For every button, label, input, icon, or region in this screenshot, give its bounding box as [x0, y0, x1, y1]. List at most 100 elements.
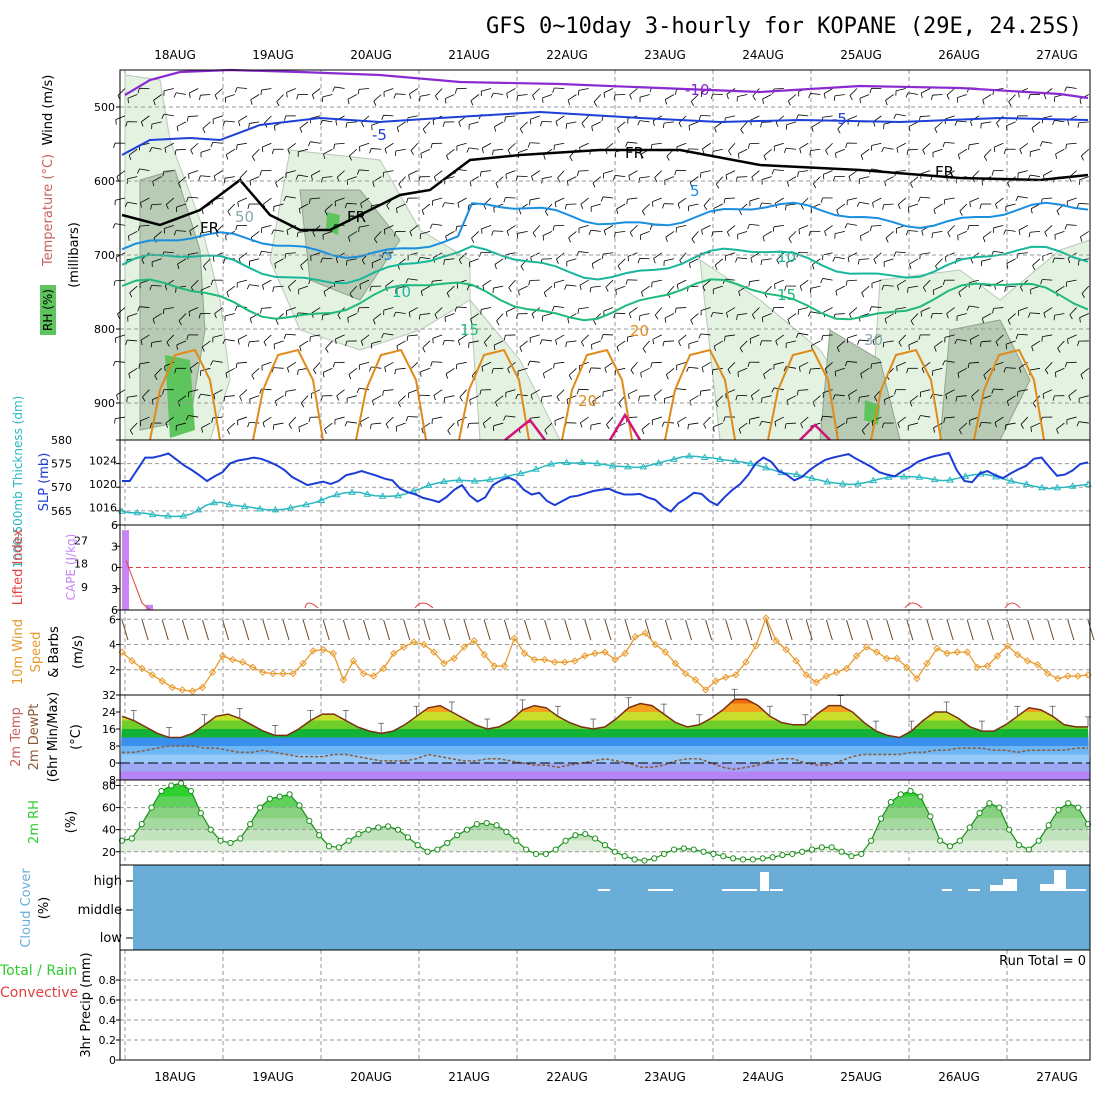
wind-barb-feather	[309, 417, 310, 422]
wind-barb	[921, 89, 930, 94]
wind-barb	[690, 396, 699, 401]
wind-barb-feather	[992, 171, 993, 176]
wind-barb-feather	[506, 312, 507, 317]
wind-barb	[1067, 225, 1077, 226]
wind-barb	[518, 231, 528, 233]
temp-maxmin-bar	[378, 723, 384, 733]
wind-barb	[189, 89, 198, 94]
date-label-bottom: 20AUG	[350, 1070, 392, 1084]
wind-barb-feather	[565, 204, 566, 209]
wind-barb-feather	[971, 121, 972, 126]
wind-barb	[383, 115, 393, 116]
wind-barb-feather	[826, 150, 828, 154]
wind-barb	[520, 122, 527, 129]
wind-barb	[458, 198, 467, 203]
wind-barb	[605, 362, 613, 368]
wind-barb	[250, 177, 259, 181]
wind-barb-feather	[753, 96, 756, 100]
wind-barb-feather	[691, 320, 693, 325]
wind-barb-feather	[495, 264, 497, 269]
wind-barb-feather	[751, 258, 752, 263]
rh2m-marker	[731, 856, 736, 861]
cloud-high-bar	[770, 889, 783, 891]
wind-barb-feather	[497, 321, 500, 325]
wind-barb-feather	[117, 177, 119, 182]
wind-barb	[689, 204, 699, 206]
wind-barb-feather	[676, 90, 677, 95]
wind-barb-feather	[714, 427, 715, 432]
wind-barb	[117, 390, 125, 395]
wind-barb	[580, 280, 589, 285]
contour-label: -5	[372, 126, 387, 144]
wind-barb	[957, 121, 967, 122]
wind-barb-feather	[447, 155, 449, 160]
li-tick-label: 3	[111, 540, 118, 553]
temp-band	[120, 772, 1090, 781]
cloud-high-bar	[722, 889, 757, 891]
wind-barb	[237, 362, 247, 363]
wind-barb-feather	[1065, 225, 1067, 230]
wind10m-barb	[243, 620, 249, 640]
wind-barb-feather	[784, 148, 786, 153]
wind-barb-feather	[590, 287, 591, 292]
temp-tick-label: 24	[102, 706, 116, 719]
date-label-top: 18AUG	[154, 48, 196, 62]
wind-barb-feather	[808, 312, 810, 317]
wind-barb-feather	[996, 123, 999, 127]
wind-barb-feather	[958, 235, 959, 240]
wind-barb	[420, 395, 430, 396]
wind-barb	[337, 390, 345, 396]
wind-barb-feather	[763, 99, 764, 104]
temp-tick-label: 8	[109, 740, 116, 753]
wind-barb-feather	[970, 202, 971, 207]
wind-barb-feather	[1081, 156, 1083, 160]
rh2m-marker	[1016, 843, 1021, 848]
rh2m-marker	[869, 838, 874, 843]
wind10m-barb	[686, 620, 692, 640]
wind-barb-feather	[750, 339, 751, 344]
wind-barb	[433, 335, 442, 338]
wind-barb-feather	[226, 155, 227, 160]
wind-barb-feather	[906, 93, 908, 98]
wind-barb-feather	[894, 252, 896, 257]
date-label-bottom: 21AUG	[448, 1070, 490, 1084]
wind-barb	[201, 149, 211, 152]
rh2m-marker	[918, 794, 923, 799]
wind-barb	[678, 417, 687, 422]
wind-barb-feather	[277, 102, 280, 106]
wind-barb-feather	[520, 129, 522, 133]
rh2m-marker	[455, 833, 460, 838]
wind-barb-feather	[679, 123, 681, 127]
rh-axis-label: RH (%)	[41, 289, 55, 331]
wind-barb-feather	[594, 320, 596, 324]
wind10m-barb	[585, 620, 591, 640]
wind-barb-feather	[833, 257, 835, 262]
wind-barb	[276, 177, 284, 183]
wind-barb-feather	[589, 368, 591, 373]
wind-barb-feather	[689, 263, 690, 268]
rh2m-marker	[474, 822, 479, 827]
wind-barb-feather	[870, 88, 871, 93]
wind-barb	[934, 204, 942, 209]
wind-barb	[251, 95, 259, 100]
wind-barb-feather	[250, 318, 251, 323]
thickness-tick-label: 575	[51, 458, 72, 471]
li-tick-label: 0	[111, 562, 118, 575]
wind-barb	[313, 362, 320, 369]
wind-barb-feather	[870, 307, 872, 312]
wind-barb-feather	[762, 317, 763, 322]
wind-barb	[908, 93, 918, 95]
wind-barb	[762, 259, 772, 260]
wind-barb	[676, 225, 686, 227]
wind-barb-feather	[508, 150, 510, 154]
wind-barb	[847, 280, 857, 281]
wind10m-barb	[182, 620, 188, 640]
wind-barb	[750, 116, 759, 120]
wind-barb-feather	[617, 209, 618, 214]
wind-barb-feather	[857, 340, 859, 345]
wind-barb-feather	[411, 151, 414, 155]
wind-barb	[579, 252, 589, 253]
wind-barb-feather	[801, 205, 803, 209]
wind-barb-feather	[430, 224, 432, 229]
